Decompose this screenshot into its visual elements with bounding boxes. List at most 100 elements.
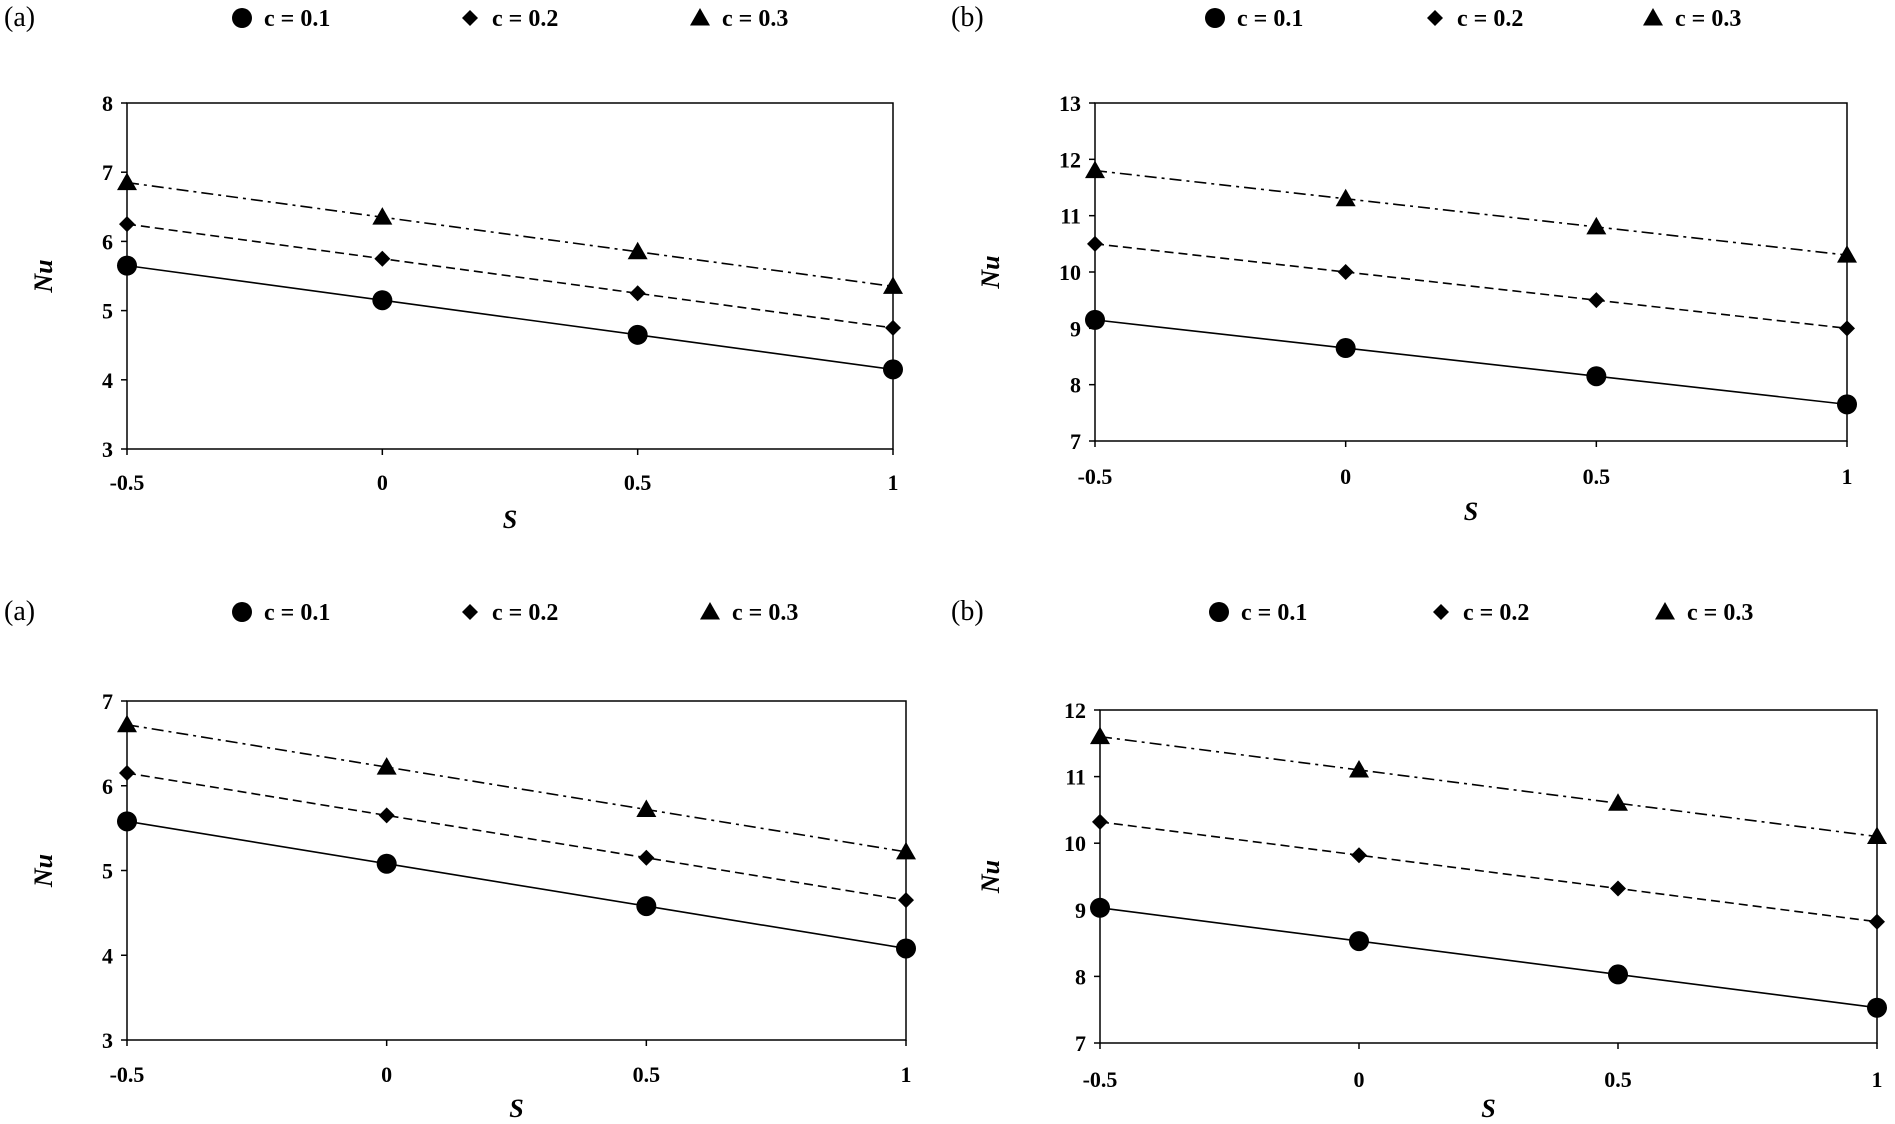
y-tick-label: 7	[102, 160, 113, 185]
legend-marker-triangle	[1655, 602, 1675, 620]
data-point-triangle	[627, 241, 648, 260]
data-point-circle	[1586, 366, 1607, 387]
data-point-diamond	[1610, 880, 1626, 897]
y-tick-label: 3	[102, 1028, 113, 1053]
legend-label: c = 0.1	[264, 6, 330, 32]
chart-panel-top-right: (b) c = 0.1 c = 0.2 c = 0.3 7 8 9 10 11 12 13 -0.5 0…	[947, 0, 1894, 562]
legend-marker-diamond	[1427, 10, 1443, 26]
series-line-diamond	[126, 772, 907, 901]
y-tick-label: 5	[102, 299, 113, 324]
y-tick-label: 11	[1065, 765, 1086, 790]
y-tick-label: 10	[1064, 831, 1086, 856]
legend-label: c = 0.2	[492, 6, 558, 32]
legend-label: c = 0.3	[722, 6, 788, 32]
y-tick-label: 6	[102, 774, 113, 799]
y-tick-label: 4	[102, 943, 113, 968]
series-line-triangle	[126, 723, 907, 853]
y-tick-label: 4	[102, 368, 113, 393]
series-line-circle	[1094, 319, 1848, 406]
data-point-triangle	[372, 207, 393, 225]
y-tick-label: 12	[1059, 147, 1081, 172]
y-tick-label: 7	[1075, 1031, 1086, 1056]
x-tick-label: 0.5	[624, 470, 652, 495]
data-point-diamond	[119, 216, 135, 233]
y-axis-label: Nu	[29, 854, 58, 888]
data-point-circle	[883, 359, 903, 380]
data-point-circle	[372, 290, 393, 311]
data-point-diamond	[119, 765, 135, 782]
series-line-circle	[126, 820, 907, 950]
data-point-circle	[117, 811, 137, 832]
data-point-triangle	[883, 276, 903, 294]
legend-label: c = 0.3	[1675, 6, 1741, 32]
data-point-triangle	[636, 799, 657, 817]
data-point-diamond	[1087, 235, 1103, 252]
data-point-triangle	[896, 841, 916, 860]
legend-label: c = 0.2	[1457, 6, 1523, 32]
panel-label: (a)	[4, 2, 35, 33]
plot-frame	[126, 700, 907, 1041]
y-tick-label: 12	[1064, 698, 1086, 723]
x-tick-label: 0	[1354, 1067, 1365, 1092]
x-tick-label: 1	[1842, 464, 1853, 489]
data-point-circle	[1867, 997, 1887, 1018]
data-point-triangle	[1090, 726, 1110, 745]
data-point-circle	[1090, 897, 1110, 918]
data-point-circle	[117, 255, 137, 276]
panel-label: (b)	[951, 2, 984, 33]
y-tick-label: 13	[1059, 91, 1081, 116]
panel-label: (a)	[4, 596, 35, 627]
legend-marker-triangle	[1643, 8, 1663, 26]
legend-marker-circle	[1209, 602, 1229, 622]
data-point-diamond	[1351, 847, 1367, 864]
x-axis-label: S	[503, 505, 517, 534]
x-tick-label: 1	[888, 470, 899, 495]
y-axis-label: Nu	[976, 255, 1005, 289]
series-line-triangle	[1099, 735, 1878, 838]
chart-panel-top-left: (a) c = 0.1 c = 0.2 c = 0.3 3 4 5 6 7 8 -0.5 0 0.5 1 S…	[0, 0, 947, 562]
data-point-triangle	[1608, 793, 1628, 811]
data-point-diamond	[374, 250, 391, 267]
data-point-triangle	[1085, 160, 1105, 179]
data-point-diamond	[1588, 292, 1605, 309]
y-tick-label: 3	[102, 437, 113, 462]
data-point-diamond	[1337, 264, 1354, 280]
legend-label: c = 0.3	[1687, 600, 1753, 626]
y-tick-label: 6	[102, 229, 113, 254]
x-tick-label: -0.5	[1078, 464, 1113, 489]
legend-marker-diamond	[462, 604, 478, 620]
x-tick-label: 0	[377, 470, 388, 495]
x-tick-label: 0	[1340, 464, 1351, 489]
data-point-diamond	[898, 892, 914, 909]
data-point-circle	[1837, 394, 1857, 415]
series-line-circle	[126, 264, 894, 371]
legend-label: c = 0.1	[1237, 6, 1303, 32]
x-tick-label: 0.5	[1604, 1067, 1632, 1092]
y-axis-label: Nu	[29, 259, 58, 293]
legend-label: c = 0.2	[492, 600, 558, 626]
legend-label: c = 0.2	[1463, 600, 1529, 626]
chart-svg: (a) c = 0.1 c = 0.2 c = 0.3 3 4 5 6 7 -0.5 0 0.5 1 S N…	[4, 596, 916, 1123]
chart-svg: (a) c = 0.1 c = 0.2 c = 0.3 3 4 5 6 7 8 -0.5 0 0.5 1 S…	[4, 2, 903, 534]
x-tick-label: 0	[381, 1062, 392, 1087]
legend-marker-triangle	[690, 8, 710, 26]
x-axis-label: S	[1464, 497, 1478, 526]
y-tick-label: 11	[1060, 204, 1081, 229]
legend-label: c = 0.1	[264, 600, 330, 626]
data-point-diamond	[1092, 813, 1108, 830]
data-point-diamond	[1869, 913, 1885, 930]
data-point-diamond	[885, 319, 901, 336]
legend-label: c = 0.1	[1241, 600, 1307, 626]
data-point-circle	[636, 896, 657, 917]
series-line-diamond	[126, 223, 894, 329]
plot-frame	[1099, 709, 1878, 1044]
data-point-triangle	[117, 172, 137, 191]
y-tick-label: 10	[1059, 260, 1081, 285]
x-tick-label: 1	[1872, 1067, 1883, 1092]
series-line-diamond	[1099, 821, 1878, 923]
legend-label: c = 0.3	[732, 600, 798, 626]
x-axis-label: S	[1481, 1094, 1495, 1123]
legend-marker-diamond	[462, 10, 478, 26]
x-axis-label: S	[509, 1094, 523, 1123]
y-axis-label: Nu	[976, 860, 1005, 894]
